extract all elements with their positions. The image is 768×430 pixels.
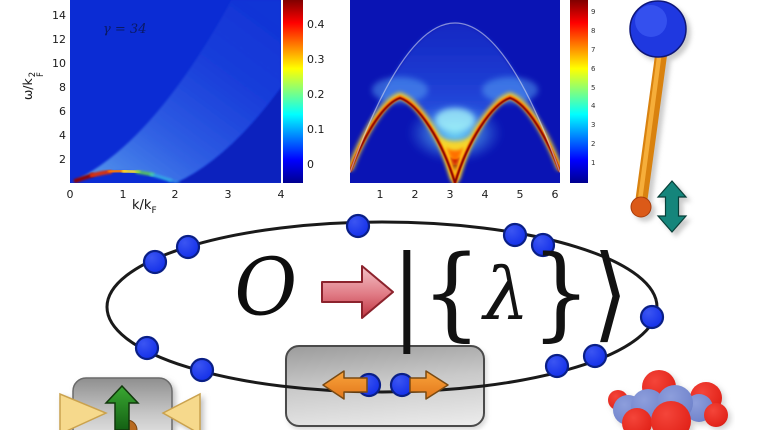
bethe-ring	[105, 213, 665, 400]
particle-dot	[502, 222, 528, 248]
nucleon-cluster	[608, 370, 728, 430]
y-tick-label: 2	[59, 153, 66, 166]
arch-haze-right	[482, 77, 538, 103]
y-tick-label: 6	[59, 105, 66, 118]
colorbar-tick-label: 0	[307, 158, 314, 171]
middle-colorbar	[570, 0, 588, 183]
lower-boundary-ridge	[350, 92, 560, 183]
ring-particles	[134, 213, 665, 398]
ket-close-brace: }	[531, 234, 591, 353]
particle-dot	[544, 353, 570, 379]
pendulum-pivot-ball	[630, 196, 652, 218]
x-tick-label: 0	[66, 188, 74, 201]
lambda-ket: | { λ } ⟩	[392, 234, 628, 354]
particle-dot	[134, 335, 160, 361]
y-tick-label: 10	[52, 57, 66, 70]
gamma-annotation: γ = 34	[103, 22, 146, 37]
colorbar-tick-label: 2	[591, 140, 596, 148]
cyan-cloud-core	[435, 108, 475, 132]
up-arrow-icon	[104, 384, 140, 430]
x-axis-label: k/kF	[132, 198, 157, 216]
x-tick-label: 4	[481, 188, 489, 201]
pendulum-icon	[629, 0, 688, 233]
left-wedge-icon	[59, 392, 108, 430]
operator-O: O	[230, 240, 302, 336]
y-axis-label: ω/k 2 F	[20, 71, 47, 101]
left-heatmap: γ = 34	[70, 0, 281, 183]
x-tick-label: 3	[224, 188, 232, 201]
colorbar-tick-label: 9	[591, 8, 596, 16]
colorbar-tick-label: 0.4	[307, 18, 325, 31]
particle-dot	[175, 234, 201, 260]
x-tick-label: 1	[119, 188, 127, 201]
left-heatmap-dark-region	[175, 87, 281, 183]
right-arrow-icon	[409, 370, 449, 400]
arch-haze-left	[372, 77, 428, 103]
left-arrow-icon	[322, 370, 368, 400]
x-tick-label: 6	[551, 188, 559, 201]
particle-dot	[582, 343, 608, 369]
exchange-box	[285, 345, 485, 427]
x-tick-label: 2	[171, 188, 179, 201]
trap-release-icon	[59, 377, 201, 430]
y-tick-label: 4	[59, 129, 66, 142]
colorbar-tick-label: 0.1	[307, 123, 325, 136]
pink-arrow-icon	[321, 265, 394, 319]
cyan-cloud	[407, 103, 503, 163]
right-wedge-icon	[161, 392, 201, 430]
colorbar-tick-label: 0.3	[307, 53, 325, 66]
x-tick-label: 5	[516, 188, 524, 201]
colorbar-tick-label: 5	[591, 84, 596, 92]
y-tick-label: 8	[59, 81, 66, 94]
vertical-double-arrow-icon	[656, 180, 688, 233]
left-heatmap-hotspot	[73, 169, 181, 183]
colorbar-tick-label: 4	[591, 102, 596, 110]
particle-dot	[639, 304, 665, 330]
particle-dot	[530, 232, 556, 258]
middle-heatmap	[350, 0, 560, 183]
x-tick-label: 3	[446, 188, 454, 201]
colorbar-tick-label: 6	[591, 65, 596, 73]
particle-dot	[345, 213, 371, 239]
colorbar-tick-label: 0.2	[307, 88, 325, 101]
left-heatmap-continuum-band	[70, 0, 281, 183]
ket-angle: ⟩	[592, 233, 629, 354]
colorbar-tick-label: 7	[591, 46, 596, 54]
colorbar-tick-label: 3	[591, 121, 596, 129]
x-tick-label: 4	[277, 188, 285, 201]
ket-lambda: λ	[483, 252, 530, 336]
nucleus-icon	[608, 370, 728, 430]
colorbar-tick-label: 1	[591, 159, 596, 167]
left-colorbar	[283, 0, 303, 183]
colorbar-tick-label: 8	[591, 27, 596, 35]
particle-dot	[189, 357, 215, 383]
y-tick-label: 12	[52, 33, 66, 46]
x-tick-label: 1	[376, 188, 384, 201]
upper-boundary-line	[350, 22, 560, 173]
exchange-arrows	[322, 370, 449, 400]
x-tick-label: 2	[411, 188, 419, 201]
y-tick-label: 14	[52, 9, 66, 22]
ket-bar: |	[392, 232, 422, 355]
particle-dot	[142, 249, 168, 275]
ket-open-brace: {	[421, 234, 482, 353]
